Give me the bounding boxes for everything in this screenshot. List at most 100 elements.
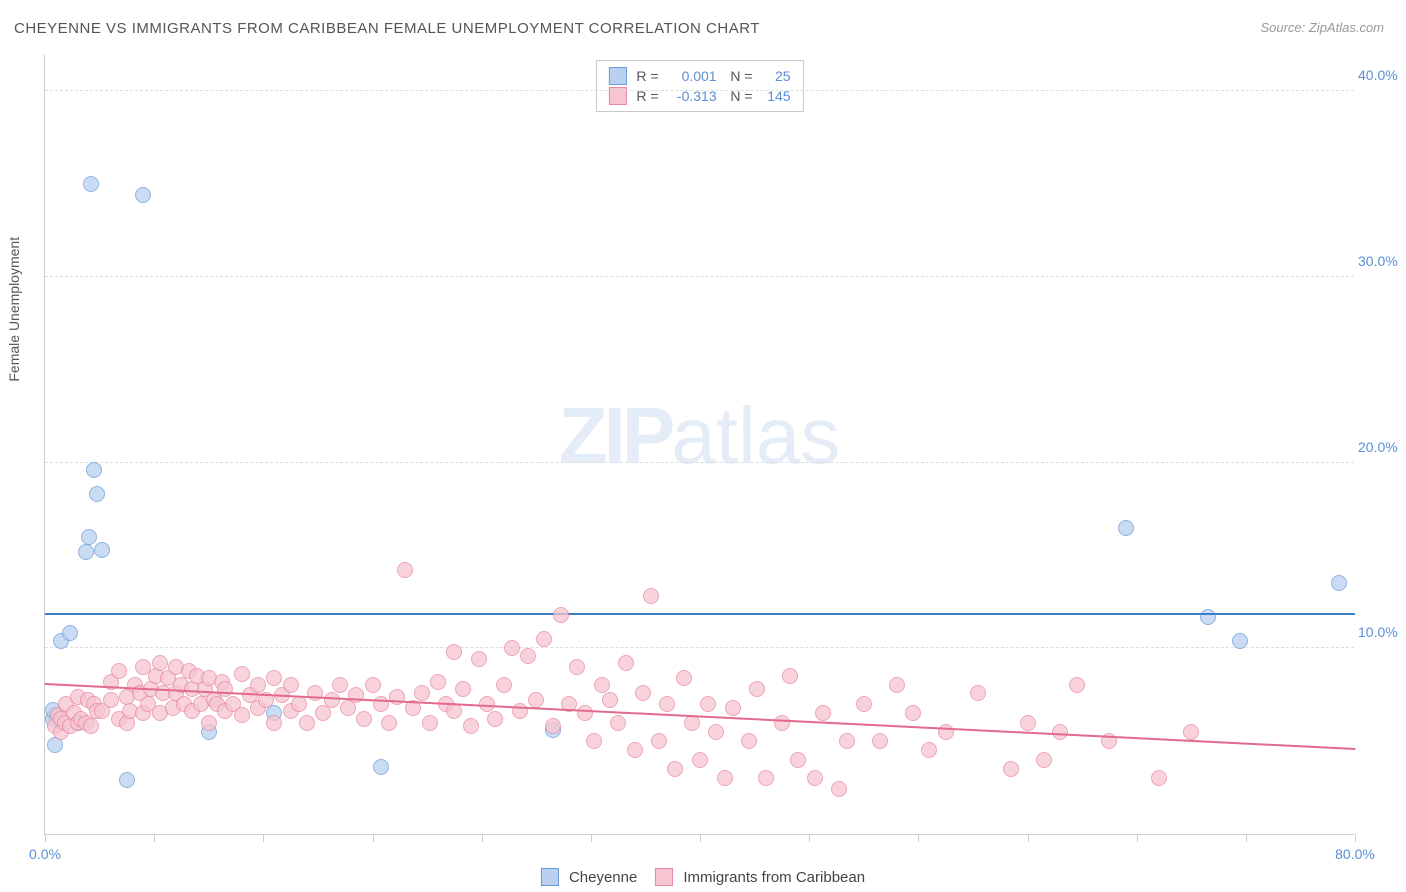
- trend-line: [45, 613, 1355, 615]
- n-value-cheyenne: 25: [759, 66, 791, 86]
- scatter-point: [430, 674, 446, 690]
- scatter-point: [536, 631, 552, 647]
- x-label-right: 80.0%: [1335, 846, 1375, 862]
- x-label-left: 0.0%: [29, 846, 61, 862]
- scatter-point: [749, 681, 765, 697]
- scatter-point: [569, 659, 585, 675]
- scatter-point: [266, 670, 282, 686]
- x-tick: [918, 834, 919, 842]
- scatter-point: [1183, 724, 1199, 740]
- legend-swatch-caribbean: [655, 868, 673, 886]
- y-tick-label: 20.0%: [1358, 439, 1404, 455]
- scatter-point: [446, 703, 462, 719]
- scatter-point: [577, 705, 593, 721]
- scatter-point: [496, 677, 512, 693]
- scatter-point: [872, 733, 888, 749]
- n-label: N =: [723, 86, 753, 106]
- x-tick: [809, 834, 810, 842]
- scatter-point: [651, 733, 667, 749]
- scatter-point: [62, 625, 78, 641]
- x-tick: [700, 834, 701, 842]
- scatter-point: [970, 685, 986, 701]
- watermark-bold: ZIP: [559, 390, 671, 479]
- scatter-point: [463, 718, 479, 734]
- n-value-caribbean: 145: [759, 86, 791, 106]
- scatter-point: [717, 770, 733, 786]
- scatter-point: [1036, 752, 1052, 768]
- gridline: [45, 90, 1354, 91]
- scatter-point: [94, 542, 110, 558]
- scatter-point: [1232, 633, 1248, 649]
- scatter-point: [1003, 761, 1019, 777]
- legend-label-caribbean: Immigrants from Caribbean: [683, 869, 865, 886]
- scatter-point: [414, 685, 430, 701]
- scatter-point: [135, 187, 151, 203]
- scatter-point: [790, 752, 806, 768]
- x-tick: [591, 834, 592, 842]
- x-tick: [154, 834, 155, 842]
- scatter-point: [1200, 609, 1216, 625]
- x-tick: [482, 834, 483, 842]
- scatter-point: [921, 742, 937, 758]
- correlation-stats-box: R = 0.001 N = 25 R = -0.313 N = 145: [595, 60, 803, 112]
- r-value-cheyenne: 0.001: [665, 66, 717, 86]
- scatter-point: [471, 651, 487, 667]
- scatter-point: [667, 761, 683, 777]
- scatter-point: [1020, 715, 1036, 731]
- y-axis-label: Female Unemployment: [6, 237, 22, 382]
- x-tick: [45, 834, 46, 842]
- scatter-point: [545, 718, 561, 734]
- scatter-point: [83, 718, 99, 734]
- scatter-point: [520, 648, 536, 664]
- scatter-point: [266, 715, 282, 731]
- scatter-point: [299, 715, 315, 731]
- scatter-point: [586, 733, 602, 749]
- scatter-point: [81, 529, 97, 545]
- scatter-point: [504, 640, 520, 656]
- y-tick-label: 30.0%: [1358, 253, 1404, 269]
- legend-item-caribbean: Immigrants from Caribbean: [655, 868, 865, 886]
- scatter-point: [1151, 770, 1167, 786]
- gridline: [45, 647, 1354, 648]
- scatter-point: [1331, 575, 1347, 591]
- scatter-point: [1052, 724, 1068, 740]
- scatter-point: [422, 715, 438, 731]
- scatter-point: [217, 681, 233, 697]
- scatter-point: [103, 692, 119, 708]
- scatter-point: [250, 677, 266, 693]
- swatch-cheyenne: [608, 67, 626, 85]
- scatter-point: [635, 685, 651, 701]
- scatter-point: [356, 711, 372, 727]
- scatter-point: [283, 677, 299, 693]
- chart-plot-area: ZIPatlas R = 0.001 N = 25 R = -0.313 N =…: [44, 55, 1354, 835]
- r-label: R =: [636, 66, 658, 86]
- scatter-point: [610, 715, 626, 731]
- scatter-point: [643, 588, 659, 604]
- scatter-point: [807, 770, 823, 786]
- scatter-point: [602, 692, 618, 708]
- scatter-point: [111, 663, 127, 679]
- x-tick: [1246, 834, 1247, 842]
- r-label: R =: [636, 86, 658, 106]
- scatter-point: [618, 655, 634, 671]
- stats-row-cheyenne: R = 0.001 N = 25: [608, 66, 790, 86]
- scatter-point: [553, 607, 569, 623]
- scatter-point: [86, 462, 102, 478]
- scatter-point: [774, 715, 790, 731]
- scatter-point: [78, 544, 94, 560]
- scatter-point: [324, 692, 340, 708]
- legend-swatch-cheyenne: [541, 868, 559, 886]
- scatter-point: [455, 681, 471, 697]
- scatter-point: [659, 696, 675, 712]
- watermark-light: atlas: [671, 390, 840, 479]
- scatter-point: [594, 677, 610, 693]
- x-tick: [1137, 834, 1138, 842]
- scatter-point: [692, 752, 708, 768]
- scatter-point: [365, 677, 381, 693]
- y-tick-label: 10.0%: [1358, 624, 1404, 640]
- x-tick: [373, 834, 374, 842]
- scatter-point: [381, 715, 397, 731]
- scatter-point: [152, 655, 168, 671]
- scatter-point: [741, 733, 757, 749]
- source-credit: Source: ZipAtlas.com: [1260, 20, 1384, 35]
